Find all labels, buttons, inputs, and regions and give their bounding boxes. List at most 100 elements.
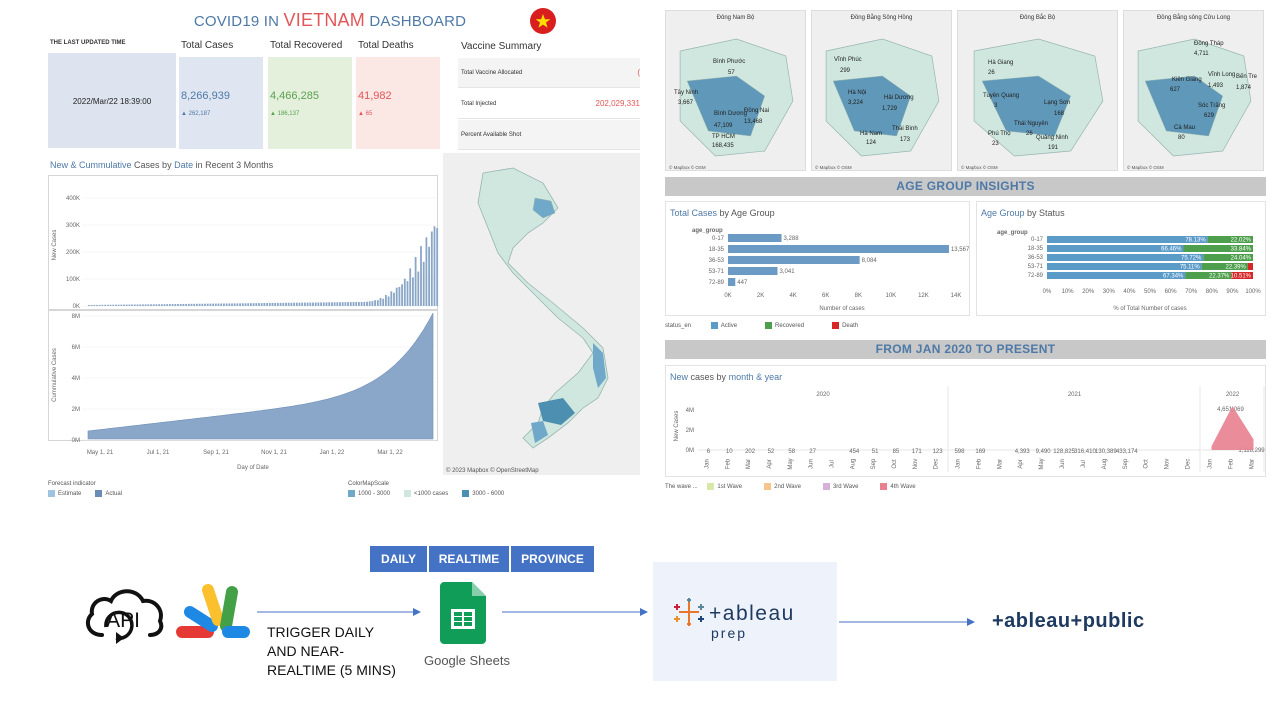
new-cases-bar: [390, 291, 393, 306]
region-label: Lạng Sơn: [1044, 100, 1070, 106]
new-cases-bar: [268, 302, 271, 306]
last-updated-card: THE LAST UPDATED TIME 2022/Mar/22 18:39:…: [48, 37, 176, 148]
legend-item[interactable]: 1000 - 3000: [348, 490, 390, 497]
category-label: 72-89: [1028, 273, 1044, 279]
xlabel: % of Total Number of cases: [1113, 306, 1186, 312]
history-section-title: FROM JAN 2020 TO PRESENT: [665, 340, 1266, 359]
region-hot-shape: [981, 75, 1072, 137]
new-cases-bar: [290, 302, 293, 306]
age-status-bar: [1047, 272, 1186, 279]
legend-item[interactable]: Actual: [95, 490, 122, 497]
x-tick: Sep 1, 21: [203, 450, 229, 456]
legend-item[interactable]: 1st Wave: [707, 483, 742, 490]
new-cases-bar: [174, 304, 177, 306]
new-cases-bar: [382, 298, 385, 306]
legend-item[interactable]: Death: [832, 322, 858, 329]
new-cases-bar: [214, 303, 217, 306]
region-title: Đông Nam Bộ: [716, 15, 755, 21]
bottom-tick: 2M: [72, 407, 80, 413]
new-cases-bar: [163, 304, 166, 306]
tableau-prep-brand: +ableau: [709, 602, 795, 625]
legend-item[interactable]: 2nd Wave: [764, 483, 801, 490]
new-cases-bar: [225, 303, 228, 306]
region-hot-shape: [686, 75, 765, 137]
region-label: 299: [840, 68, 851, 74]
month-value-label: 123: [933, 449, 944, 455]
region-hot-shape: [1144, 75, 1223, 137]
new-cases-bar: [387, 296, 390, 306]
legend-item[interactable]: 3rd Wave: [822, 483, 858, 490]
new-cases-bar: [250, 303, 252, 306]
vaccine-row-label: Total Injected: [461, 101, 497, 107]
region-map[interactable]: Đồng Bằng sông Cửu Long © Mapbox © OSM Đồn…: [1123, 10, 1264, 171]
bar-value-label: 24.04%: [1231, 256, 1252, 262]
vietnam-map[interactable]: © 2023 Mapbox © OpenStreetMap: [443, 153, 640, 475]
region-label: Quảng Ninh: [1036, 135, 1068, 141]
wave4-area: [1211, 406, 1254, 450]
new-cases-bar: [190, 303, 193, 306]
legend-item[interactable]: Estimate: [48, 490, 81, 497]
vaccine-row-value: 202,029,331: [595, 99, 641, 108]
new-cases-bar: [128, 304, 131, 306]
vaccine-row: Total Injected 202,029,331: [458, 89, 640, 119]
region-label: 1,493: [1208, 83, 1224, 89]
legend-item[interactable]: 3000 - 6000: [462, 490, 504, 497]
y-tick: 4M: [686, 408, 694, 414]
vaccine-title: Vaccine Summary: [461, 41, 542, 52]
legend-item[interactable]: Recovered: [765, 322, 804, 329]
new-cases-bar: [241, 303, 244, 306]
x-tick: 8K: [855, 293, 862, 299]
status-legend: status_en Active Recovered Death: [665, 322, 1065, 329]
new-cases-bar: [109, 304, 112, 306]
new-cases-bar: [363, 301, 366, 306]
new-cases-bar: [179, 303, 182, 306]
age-status-bar: [1047, 245, 1184, 252]
new-cases-bar: [317, 302, 320, 306]
region-label: Hà Nam: [860, 131, 882, 137]
region-map[interactable]: Đông Bắc Bộ © Mapbox © OSM Hà Giang 26 Tuyên…: [957, 10, 1118, 171]
x-tick: 50%: [1144, 289, 1157, 295]
region-map[interactable]: Đồng Bằng Sông Hồng © Mapbox © OSM Vĩnh Ph…: [811, 10, 952, 171]
tableau-cross-icon: [674, 598, 704, 626]
legend-item[interactable]: <1000 cases: [404, 490, 448, 497]
new-cases-bar: [169, 304, 171, 306]
top-tick: 100K: [66, 277, 80, 283]
last-updated-value: 2022/Mar/22 18:39:00: [72, 97, 152, 106]
category-label: 0-17: [712, 236, 725, 242]
bottom-tick: 8M: [72, 314, 80, 320]
x-tick: 20%: [1082, 289, 1095, 295]
tab-province[interactable]: PROVINCE: [511, 546, 594, 572]
age-total-bar: [728, 234, 782, 242]
new-cases-bar: [322, 302, 325, 306]
tab-daily[interactable]: DAILY: [370, 546, 427, 572]
new-cases-bar: [166, 304, 169, 306]
tab-realtime[interactable]: REALTIME: [429, 546, 509, 572]
category-label: 53-71: [1028, 264, 1044, 270]
month-tick: Feb: [725, 458, 731, 469]
month-tick: Apr: [767, 459, 773, 468]
x-tick: 40%: [1123, 289, 1136, 295]
new-cases-bar: [414, 257, 417, 306]
trend-xlabel: Day of Date: [237, 465, 269, 471]
new-cases-bar: [150, 304, 152, 306]
top-tick: 300K: [66, 223, 80, 229]
legend-item[interactable]: 4th Wave: [880, 483, 916, 490]
new-cases-bar: [136, 304, 139, 306]
month-tick: Oct: [1144, 459, 1150, 469]
bar-value-label: 3,041: [780, 269, 796, 275]
region-label: Phú Thọ: [988, 131, 1011, 137]
region-label: Sóc Trăng: [1198, 103, 1225, 109]
region-map[interactable]: Đông Nam Bộ © Mapbox © OSM Bình Phước 57 Tây…: [665, 10, 806, 171]
new-cases-bar: [279, 302, 282, 306]
new-cases-bar: [147, 304, 150, 306]
region-label: Hà Nội: [848, 90, 866, 96]
apps-script-icon: [172, 580, 254, 646]
legend-item[interactable]: Active: [710, 322, 737, 329]
region-label: Bình Dương: [714, 111, 747, 117]
wave-legend: The wave ... 1st Wave 2nd Wave 3rd Wave 4th…: [665, 483, 1065, 490]
new-cases-bar: [196, 303, 198, 306]
new-cases-bar: [123, 304, 125, 306]
new-cases-bar: [231, 303, 233, 306]
new-cases-bar: [428, 246, 430, 306]
kpi-label: Total Deaths: [358, 40, 414, 51]
